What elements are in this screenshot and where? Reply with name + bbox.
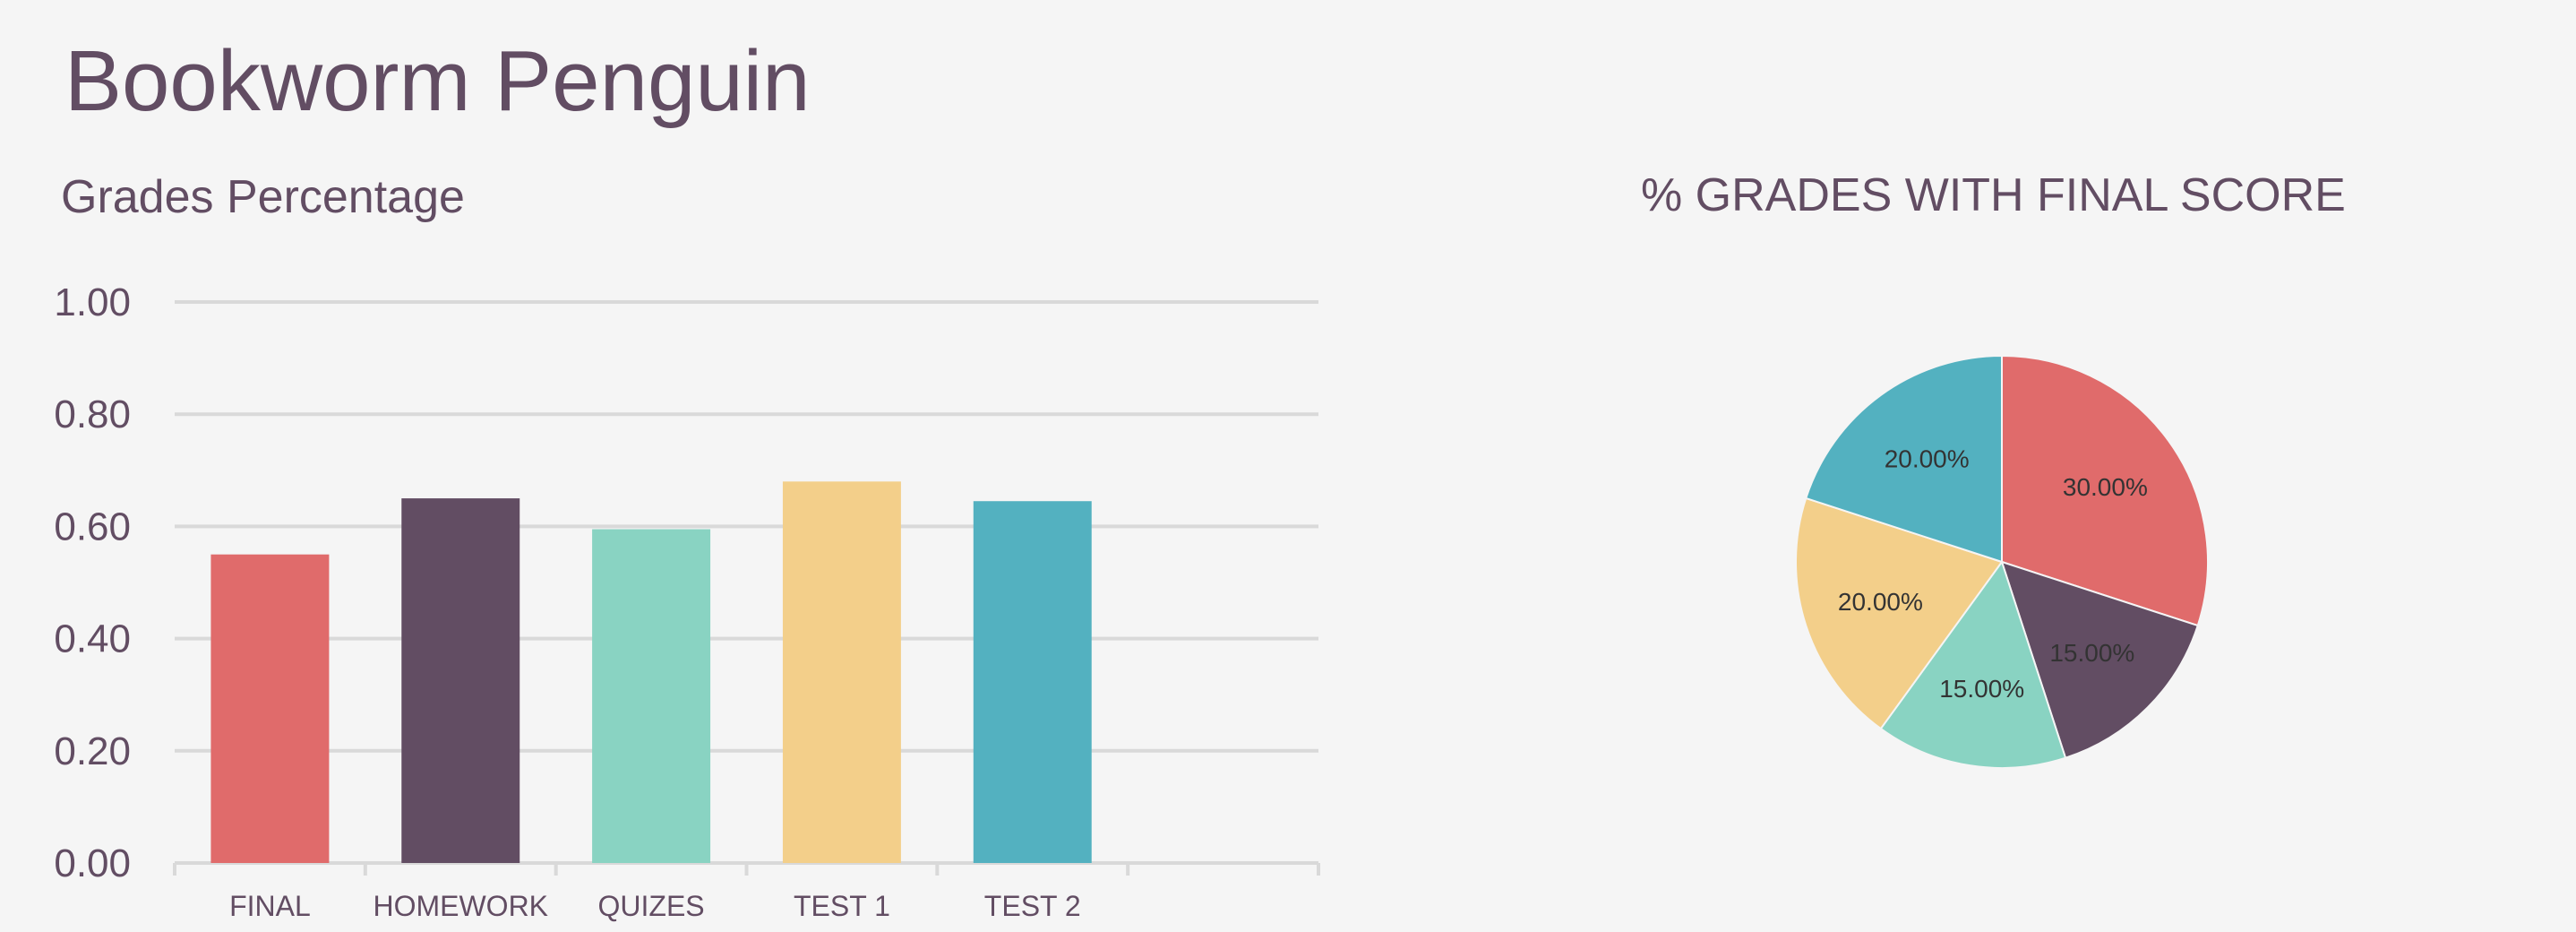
pie-data-label: 15.00% xyxy=(1939,675,2024,703)
x-tick-label: TEST 2 xyxy=(984,890,1081,922)
x-tick-label: HOMEWORK xyxy=(373,890,548,922)
y-tick-label: 0.80 xyxy=(54,393,131,436)
y-tick-label: 0.00 xyxy=(54,841,131,885)
y-tick-label: 1.00 xyxy=(54,280,131,324)
x-tick-label: TEST 1 xyxy=(794,890,890,922)
pie-slice xyxy=(1795,496,2004,730)
pie-data-label: 30.00% xyxy=(2063,473,2148,501)
pie-slice xyxy=(2001,354,2209,627)
bar xyxy=(210,554,330,863)
bar-chart-title: Grades Percentage xyxy=(61,171,465,223)
pie-data-label: 20.00% xyxy=(1885,445,1970,473)
pie-data-label: 20.00% xyxy=(1838,588,1923,616)
y-tick-label: 0.20 xyxy=(54,729,131,773)
pie-chart-title: % GRADES WITH FINAL SCORE xyxy=(1641,169,2346,221)
pie-slice xyxy=(2000,560,2200,760)
pie-slice xyxy=(1804,354,2003,564)
bar xyxy=(592,529,711,863)
bar xyxy=(973,501,1092,863)
y-tick-label: 0.40 xyxy=(54,617,131,661)
page-title: Bookworm Penguin xyxy=(64,33,811,129)
x-tick-label: QUIZES xyxy=(598,890,705,922)
pie-slice xyxy=(1879,559,2067,769)
bar xyxy=(782,481,901,863)
x-tick-label: FINAL xyxy=(229,890,311,922)
pie-data-label: 15.00% xyxy=(2049,639,2134,667)
y-tick-label: 0.60 xyxy=(54,505,131,548)
bar xyxy=(401,498,520,863)
